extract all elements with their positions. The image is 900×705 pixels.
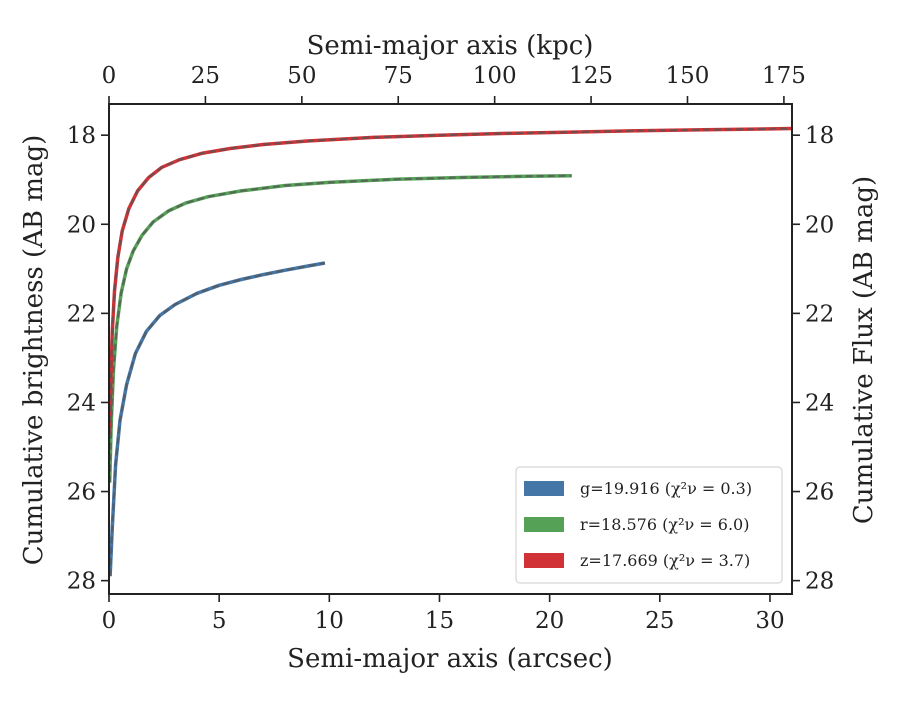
y-tick-label-1: 20 (67, 212, 96, 238)
x-axis-title: Semi-major axis (arcsec) (287, 644, 613, 674)
y-tick-label-0: 18 (67, 123, 96, 149)
series-line-0 (108, 261, 326, 577)
x-tick-label-4: 20 (535, 608, 564, 634)
legend-box (515, 466, 783, 584)
x-tick-label-3: 15 (425, 608, 454, 634)
right-y-tick-label-1: 20 (805, 212, 834, 238)
legend-label-1: r=18.576 (χ²ν = 6.0) (580, 515, 749, 534)
x-tick-label-0: 0 (102, 608, 117, 634)
legend: g=19.916 (χ²ν = 0.3) r=18.576 (χ²ν = 6.0)… (515, 466, 783, 584)
x-tick-label-6: 30 (755, 608, 784, 634)
top-x-tick-label-5: 125 (569, 63, 613, 89)
legend-swatch-2 (524, 553, 564, 568)
top-x-tick-label-1: 25 (191, 63, 220, 89)
legend-label-2: z=17.669 (χ²ν = 3.7) (580, 551, 750, 570)
top-x-tick-label-2: 50 (287, 63, 316, 89)
legend-swatch-0 (524, 481, 564, 496)
right-y-tick-label-2: 22 (805, 301, 834, 327)
plot-frame (108, 103, 793, 595)
y-tick-label-2: 22 (67, 301, 96, 327)
y-tick-label-3: 24 (67, 390, 96, 416)
top-x-tick-label-3: 75 (384, 63, 413, 89)
x-tick-label-2: 10 (315, 608, 344, 634)
chart-axes: 0 5 10 15 20 25 30 0 25 50 75 100 125 150 175 18 18 20 20 2… (67, 63, 835, 634)
series-line-2 (107, 126, 793, 434)
model-line-2 (108, 127, 793, 434)
right-y-tick-label-5: 28 (805, 569, 834, 595)
y-tick-label-5: 28 (67, 569, 96, 595)
x-tick-label-1: 5 (212, 608, 227, 634)
top-x-tick-label-7: 175 (762, 63, 806, 89)
top-x-tick-label-6: 150 (666, 63, 710, 89)
top-x-axis-title: Semi-major axis (kpc) (307, 31, 594, 61)
x-tick-label-5: 25 (645, 608, 674, 634)
right-y-tick-label-4: 26 (805, 480, 834, 506)
top-x-tick-label-0: 0 (102, 63, 117, 89)
y-tick-label-4: 26 (67, 480, 96, 506)
model-line-0 (109, 261, 326, 577)
right-y-tick-label-0: 18 (805, 123, 834, 149)
right-y-axis-title: Cumulative Flux (AB mag) (849, 176, 879, 524)
legend-swatch-1 (524, 517, 564, 532)
top-x-tick-label-4: 100 (473, 63, 517, 89)
legend-label-0: g=19.916 (χ²ν = 0.3) (580, 479, 752, 498)
model-line-1 (108, 174, 572, 483)
chart-marks (107, 126, 793, 577)
right-y-tick-label-3: 24 (805, 390, 834, 416)
series-line-1 (107, 173, 572, 483)
y-axis-title: Cumulative brightness (AB mag) (19, 135, 49, 566)
